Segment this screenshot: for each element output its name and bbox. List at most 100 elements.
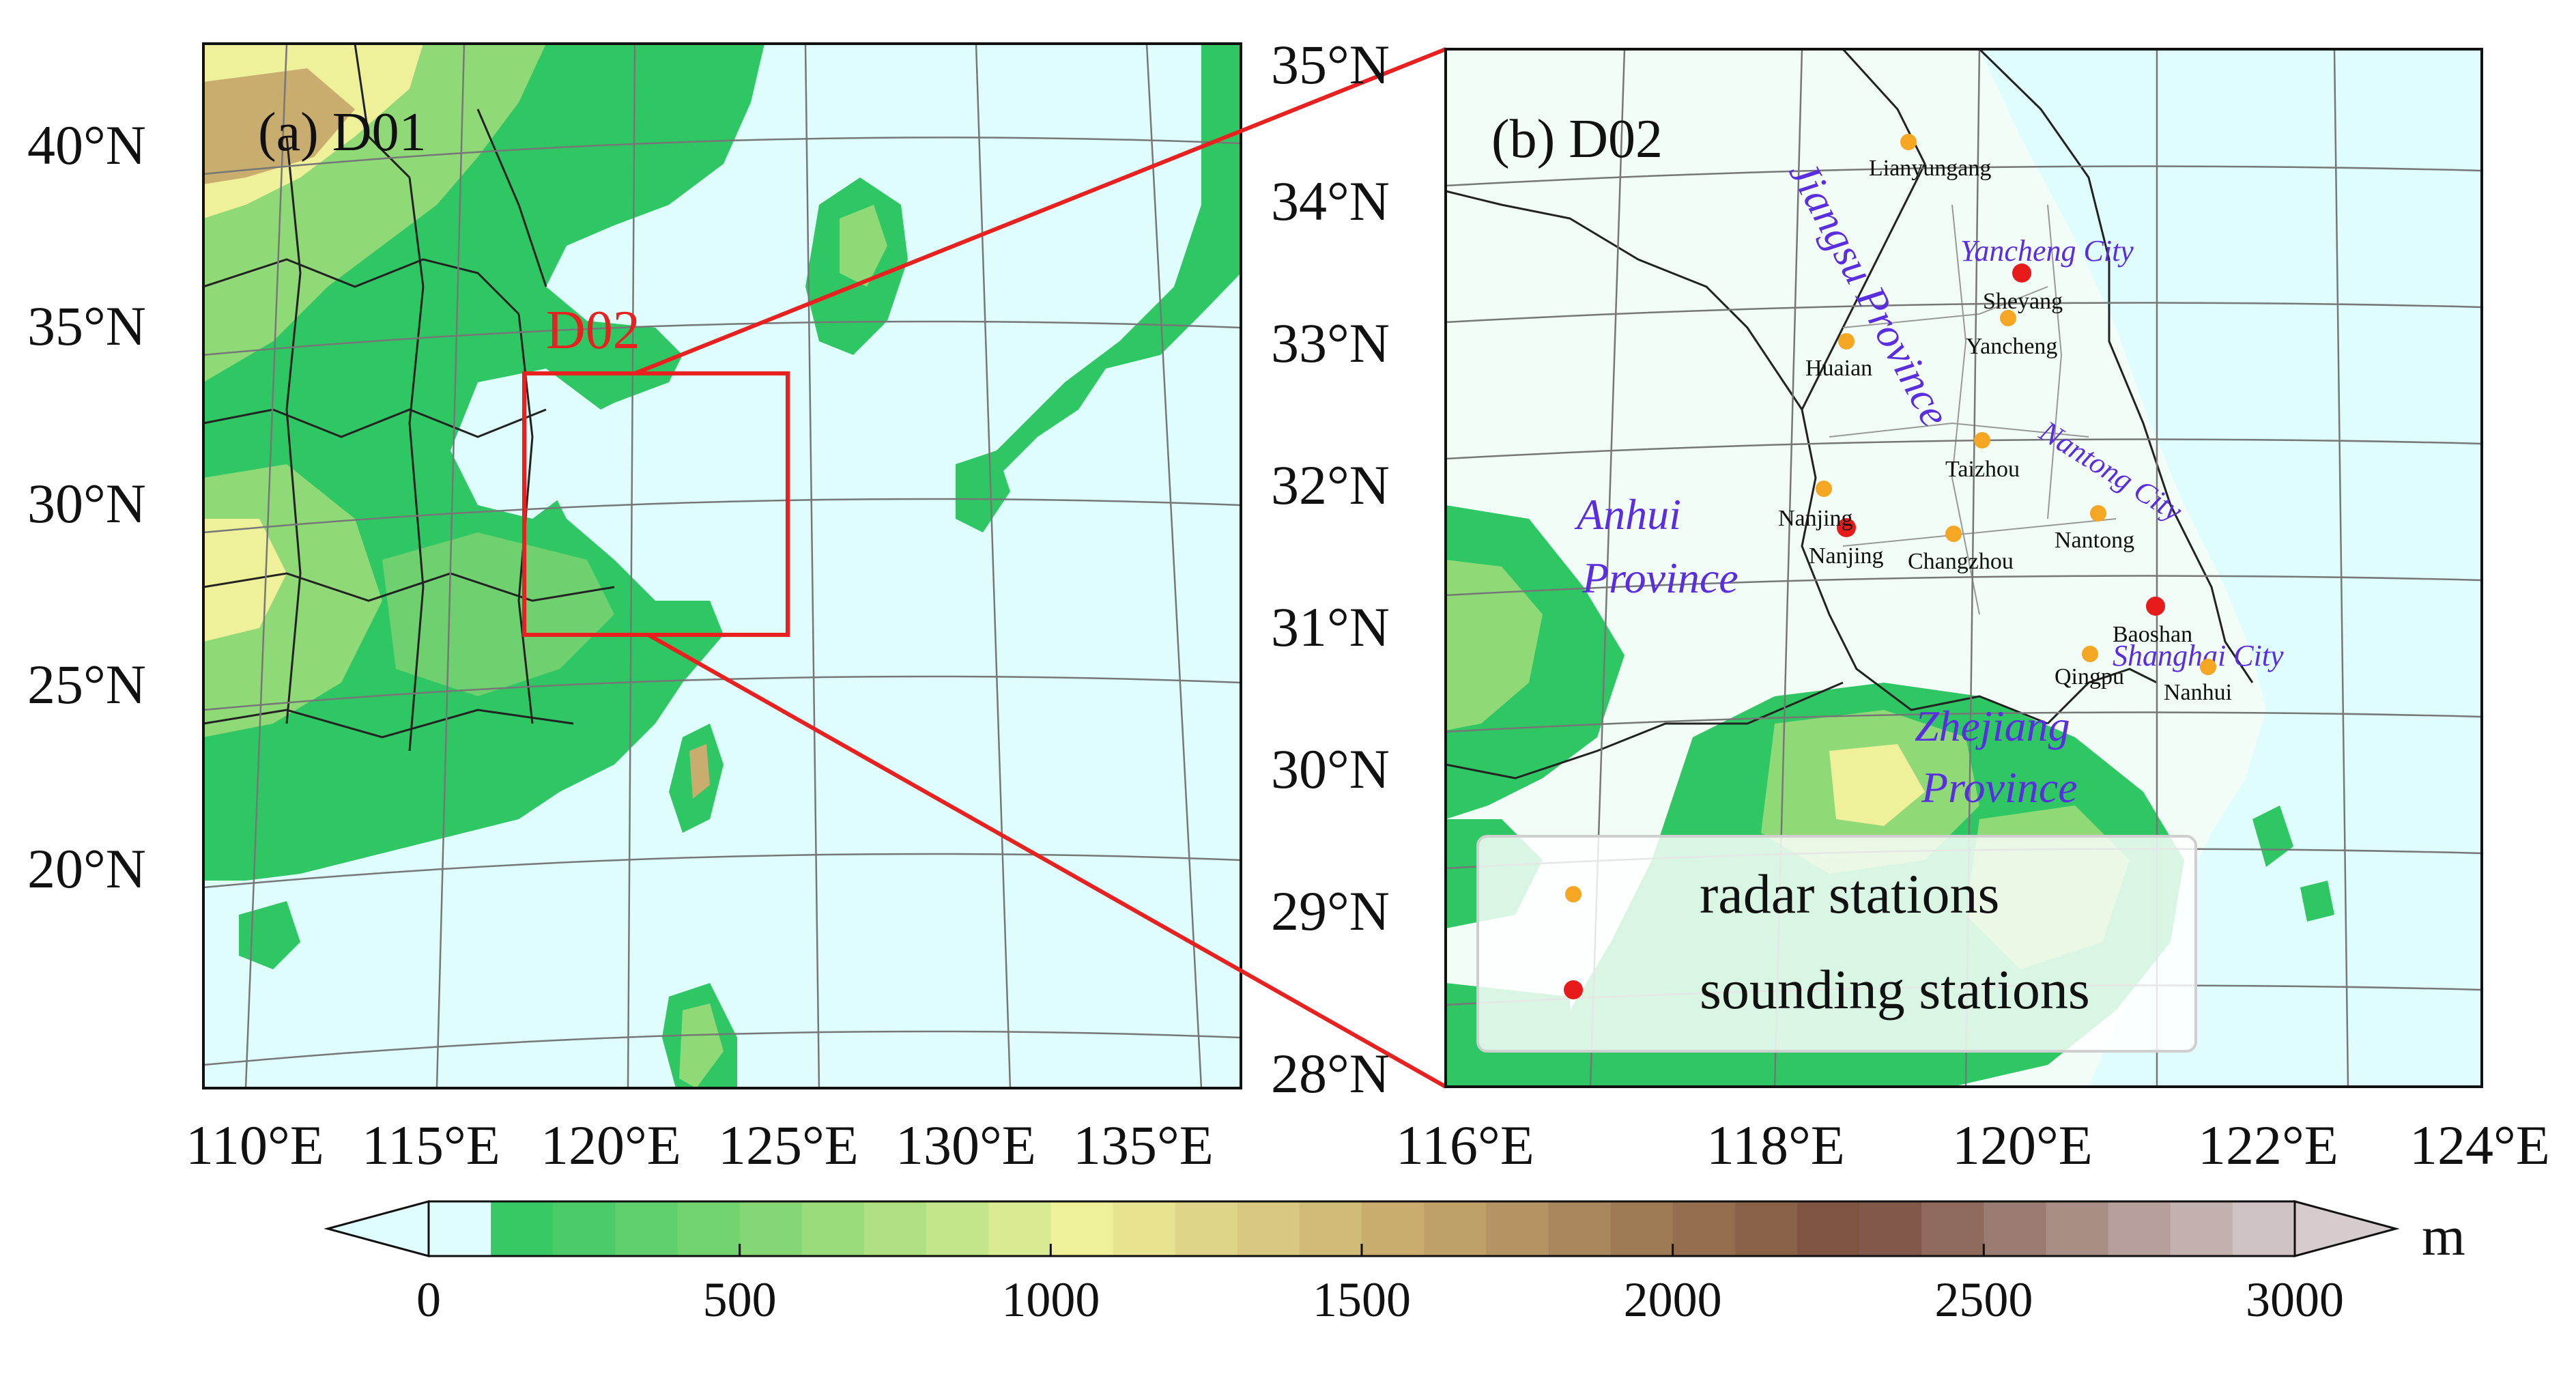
panel-a-label: (a) D01 <box>258 102 427 162</box>
panel-b-label: (b) D02 <box>1491 109 1663 169</box>
zoom-connector-bottom <box>647 633 1447 1089</box>
radar-station-name: Nantong <box>2055 528 2134 553</box>
lat-tick: 40°N <box>27 114 146 176</box>
panel-a-map: D02 (a) D01 <box>202 42 1242 1089</box>
colorbar-segment <box>926 1201 989 1256</box>
colorbar: m 0 500 1000 1500 2000 2500 3000 <box>324 1200 2465 1327</box>
radar-station-name: Changzhou <box>1908 549 2014 574</box>
colorbar-segment <box>1424 1201 1487 1256</box>
sounding-station-name: Nanjing <box>1809 543 1884 569</box>
legend-radar-marker <box>1565 886 1582 902</box>
radar-station-name: Qingpu <box>2055 664 2124 689</box>
colorbar-segment <box>2232 1201 2295 1256</box>
colorbar-segment <box>801 1201 865 1256</box>
colorbar-segment <box>2108 1201 2171 1256</box>
colorbar-segment <box>429 1201 491 1256</box>
lat-tick: 35°N <box>27 295 146 357</box>
d02-domain-box <box>522 371 790 637</box>
colorbar-segment <box>1362 1201 1425 1256</box>
radar-marker-changzhou <box>1945 526 1962 542</box>
lat-tick: 30°N <box>1271 738 1390 800</box>
panel-a-frame <box>202 42 1242 1089</box>
colorbar-segments <box>429 1201 2295 1256</box>
legend-sounding-marker <box>1564 980 1583 999</box>
colorbar-segment <box>1548 1201 1612 1256</box>
lat-tick: 34°N <box>1271 170 1390 232</box>
sounding-station-markers <box>1837 263 2165 616</box>
lon-tick: 116°E <box>1396 1114 1534 1176</box>
colorbar-low-arrow <box>324 1200 430 1257</box>
lat-tick: 33°N <box>1271 312 1390 374</box>
radar-marker-yancheng <box>2000 310 2016 326</box>
radar-marker-nanhui <box>2200 659 2216 675</box>
lon-tick: 135°E <box>1073 1114 1214 1176</box>
radar-marker-nanjing <box>1816 481 1832 497</box>
lat-tick: 28°N <box>1271 1042 1390 1104</box>
sounding-station-name: Sheyang <box>1983 289 2063 314</box>
lat-tick: 20°N <box>27 838 146 900</box>
colorbar-high-arrow <box>2293 1200 2400 1257</box>
sounding-marker-baoshan <box>2146 597 2165 616</box>
radar-station-name: Taizhou <box>1945 457 2020 482</box>
colorbar-segment <box>1672 1201 1736 1256</box>
colorbar-tick-label: 0 <box>416 1272 441 1327</box>
colorbar-segment <box>1610 1201 1674 1256</box>
colorbar-segment <box>553 1201 616 1256</box>
radar-station-name: Huaian <box>1805 356 1872 381</box>
sounding-station-name: Baoshan <box>2113 622 2192 647</box>
colorbar-segment <box>2170 1201 2233 1256</box>
colorbar-tick-label: 3000 <box>2246 1272 2344 1327</box>
colorbar-segment <box>2046 1201 2109 1256</box>
lon-tick: 115°E <box>362 1114 500 1176</box>
radar-station-name: Yancheng <box>1966 334 2057 359</box>
region-label-shanghai-city: Shanghai City <box>2113 639 2284 672</box>
colorbar-segment <box>1486 1201 1549 1256</box>
colorbar-tick-label: 2500 <box>1934 1272 2033 1327</box>
radar-station-markers <box>1816 134 2216 675</box>
panel-a-land <box>203 44 1241 1088</box>
legend-box <box>1476 835 2197 1053</box>
panel-a-lon-ticks: 110°E 115°E 120°E 125°E 130°E 135°E <box>186 1114 1214 1176</box>
d02-box-label: D02 <box>546 300 640 360</box>
lat-tick: 25°N <box>27 653 146 715</box>
lon-tick: 122°E <box>2198 1114 2338 1176</box>
legend: radar stations sounding stations <box>1476 835 2197 1053</box>
sounding-marker-nanjing <box>1837 518 1856 537</box>
colorbar-tick-label: 1000 <box>1001 1272 1100 1327</box>
lat-tick: 30°N <box>27 472 146 534</box>
radar-marker-taizhou <box>1974 432 1990 448</box>
panel-b-map: (b) D02 Jiangsu Province Anhui Province … <box>1444 48 2483 1088</box>
radar-marker-nantong <box>2090 505 2106 522</box>
colorbar-segment <box>863 1201 927 1256</box>
region-label-zhejiang-line1: Zhejiang <box>1915 702 2070 750</box>
legend-sounding-label: sounding stations <box>1700 958 2090 1021</box>
colorbar-segment <box>988 1201 1051 1256</box>
region-label-yancheng-city: Yancheng City <box>1960 234 2134 268</box>
panel-b-lon-ticks: 116°E 118°E 120°E 122°E 124°E <box>1396 1114 2550 1176</box>
lat-tick: 35°N <box>1271 33 1390 96</box>
colorbar-segment <box>1797 1201 1860 1256</box>
sounding-marker-sheyang <box>2012 263 2031 283</box>
colorbar-segment <box>1113 1201 1176 1256</box>
region-label-zhejiang-line2: Province <box>1921 763 2078 812</box>
colorbar-segment <box>739 1201 803 1256</box>
colorbar-tick-label: 500 <box>703 1272 777 1327</box>
lat-tick: 29°N <box>1271 880 1390 942</box>
lat-tick: 31°N <box>1271 596 1390 658</box>
panel-b-frame <box>1444 48 2483 1088</box>
colorbar-ticks: 0 500 1000 1500 2000 2500 3000 <box>416 1244 2344 1327</box>
colorbar-segment <box>615 1201 678 1256</box>
lon-tick: 124°E <box>2409 1114 2550 1176</box>
lon-tick: 110°E <box>186 1114 324 1176</box>
radar-marker-qingpu <box>2082 646 2098 662</box>
lon-tick: 120°E <box>1952 1114 2093 1176</box>
lon-tick: 118°E <box>1706 1114 1845 1176</box>
lon-tick: 125°E <box>718 1114 859 1176</box>
lon-tick: 130°E <box>896 1114 1036 1176</box>
colorbar-segment <box>1050 1201 1114 1256</box>
radar-station-name: Lianyungang <box>1869 156 1991 181</box>
region-label-anhui-line2: Province <box>1582 554 1738 602</box>
colorbar-unit: m <box>2422 1205 2465 1267</box>
colorbar-segment <box>1984 1201 2047 1256</box>
